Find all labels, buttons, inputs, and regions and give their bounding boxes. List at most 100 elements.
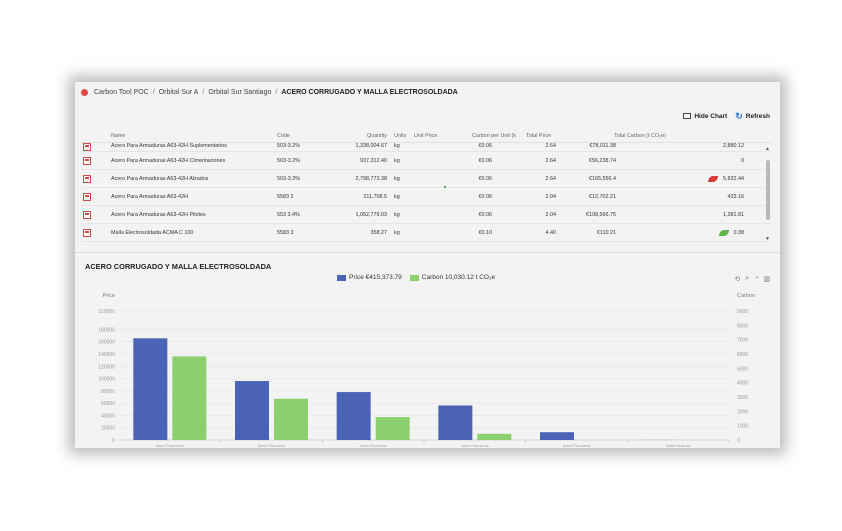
table-row[interactable]: Acero Para Armaduras A63-42H 5583 2 211,70… [81,188,771,206]
row-icon-cell [81,143,111,151]
y-tick-label: 80000 [101,389,115,395]
breadcrumb-item-site[interactable]: Orbital Sur Santiago [208,89,272,96]
total-carbon-value: 1,381.81 [723,211,744,218]
chart-tools: ⟲ ⌕ ◔ ▥ [734,275,770,283]
cell-quantity: 1,052,779.03 [355,211,387,218]
legend-item-price[interactable]: Price €415,373.79 [337,274,402,281]
cell-unit-price: €0.06 [478,193,493,200]
cell-units: kg [394,193,400,200]
legend-swatch-carbon [409,274,419,281]
cell-quantity: 1,338,004.67 [355,143,387,149]
legend-label-price: Price €415,373.79 [349,274,402,281]
header-carbon-per-unit[interactable]: Carbon per Unit (kg C... [472,133,516,139]
table-row[interactable]: Acero Para Armaduras A63-42H Alzados 503-… [81,170,771,188]
cell-name: Acero Para Armaduras A63-42H Cimentacion… [111,157,226,164]
bar-price [540,432,574,440]
y2-tick-label: 9000 [737,309,748,315]
pie-chart-icon[interactable]: ◔ [754,275,759,282]
material-icon [83,156,91,165]
row-icon-cell [81,174,111,183]
bar-carbon [172,356,207,440]
table-scrollbar[interactable]: ▲ ▼ [765,146,771,242]
header-units[interactable]: Units [394,133,407,139]
breadcrumb-current: ACERO CORRUGADO Y MALLA ELECTROSOLDADA [281,89,458,96]
cell-total-carbon: 0 [616,158,750,164]
cell-total-carbon: 0.38 [616,229,750,236]
table-row[interactable]: Malla Electrosoldada ACMA C 100 5583 3 358… [81,224,771,242]
cell-total-price: €56,238.74 [589,157,616,164]
cell-quantity: 2,798,773.38 [355,175,387,182]
scroll-down-icon[interactable]: ▼ [765,236,770,242]
bar-carbon [274,398,308,440]
cell-carbon-per-unit: 2.04 [545,211,557,218]
y2-tick-label: 7000 [737,338,748,344]
zoom-icon[interactable]: ⌕ [745,275,750,282]
y-tick-label: 0 [112,438,115,444]
table-row[interactable]: Acero Para Armaduras A63-42H Suplementar… [81,143,771,152]
cell-unit-price: €0.06 [478,211,493,218]
material-icon [83,192,91,201]
header-total-price[interactable]: Total Price [526,133,552,139]
total-carbon-value: 433.16 [727,193,745,200]
header-name[interactable]: Name [111,133,126,139]
breadcrumb: Carbon Tool POC / Orbital Sur A / Orbita… [81,89,458,96]
x-tick-label: Acero Para Arma [258,444,285,448]
total-carbon-value: 0 [741,157,744,164]
y-tick-label: 180000 [98,327,115,333]
scrollbar-thumb[interactable] [766,160,770,220]
section-divider [75,252,780,253]
carbon-leaf-icon [716,229,731,236]
y2-axis-label: Carbon [737,293,755,299]
row-icon-cell [81,156,111,165]
total-carbon-value: 2,880.12 [723,143,744,149]
cell-total-price: €12,702.21 [589,193,616,200]
legend-swatch-price [337,274,346,281]
cell-unit-price: €0.06 [478,143,493,149]
header-total-carbon[interactable]: Total Carbon (t CO₂e) [614,133,666,139]
y2-tick-label: 1000 [737,424,748,430]
row-icon-cell [81,228,111,237]
total-carbon-value: 0.38 [733,229,745,236]
cell-units: kg [394,211,400,218]
price-carbon-chart: 0200004000060000800001000001200001400001… [98,293,755,448]
y2-tick-label: 0 [737,438,740,444]
table-row[interactable]: Acero Para Armaduras A63-42H Cimentacion… [81,152,771,170]
cell-code: 503-3.2% [277,143,301,149]
legend-label-carbon: Carbon 10,030.12 t CO₂e [421,274,496,281]
breadcrumb-item-project[interactable]: Orbital Sur A [158,89,199,96]
material-icon [83,143,91,151]
cell-code: 5583 3 [277,229,294,236]
carbon-leaf-icon [706,175,720,182]
header-unit-price[interactable]: Unit Price [414,133,438,139]
refresh-button[interactable]: ↻ Refresh [735,111,770,121]
materials-table: Name Code Quantity Units Unit Price Carb… [81,130,771,242]
scroll-up-icon[interactable]: ▲ [765,146,770,152]
refresh-icon: ↻ [735,111,743,121]
toolbar: Hide Chart ↻ Refresh [683,111,770,121]
bar-chart-icon[interactable]: ▥ [763,276,770,283]
cell-code: 503-3.2% [277,157,301,164]
x-tick-label: Acero Para Arma [156,444,183,448]
header-quantity[interactable]: Quantity [366,133,387,139]
cell-units: kg [394,175,400,182]
material-icon [83,228,91,237]
breadcrumb-separator: / [275,89,278,96]
table-row[interactable]: Acero Para Armaduras A63-42H Pilotes 553 … [81,206,771,224]
cell-unit-price: €0.06 [478,175,493,182]
cell-total-carbon: 1,381.81 [616,212,750,218]
hide-chart-button[interactable]: Hide Chart [683,113,727,120]
cell-name: Acero Para Armaduras A63-42H Pilotes [111,211,206,218]
row-icon-cell [81,210,111,219]
breadcrumb-item-root[interactable]: Carbon Tool POC [94,89,149,96]
legend-item-carbon[interactable]: Carbon 10,030.12 t CO₂e [409,274,496,281]
cell-name: Malla Electrosoldada ACMA C 100 [111,229,194,236]
header-code[interactable]: Code [277,133,290,139]
y-axis-label: Price [102,293,115,299]
cell-total-price: €108,566.75 [586,211,616,218]
cell-quantity: 358.27 [370,229,388,236]
reset-zoom-icon[interactable]: ⟲ [734,276,741,283]
bar-price [336,392,371,440]
cell-total-price: €110.21 [596,229,616,236]
cell-carbon-per-unit: 2.64 [545,175,557,182]
y2-tick-label: 2000 [737,409,748,415]
